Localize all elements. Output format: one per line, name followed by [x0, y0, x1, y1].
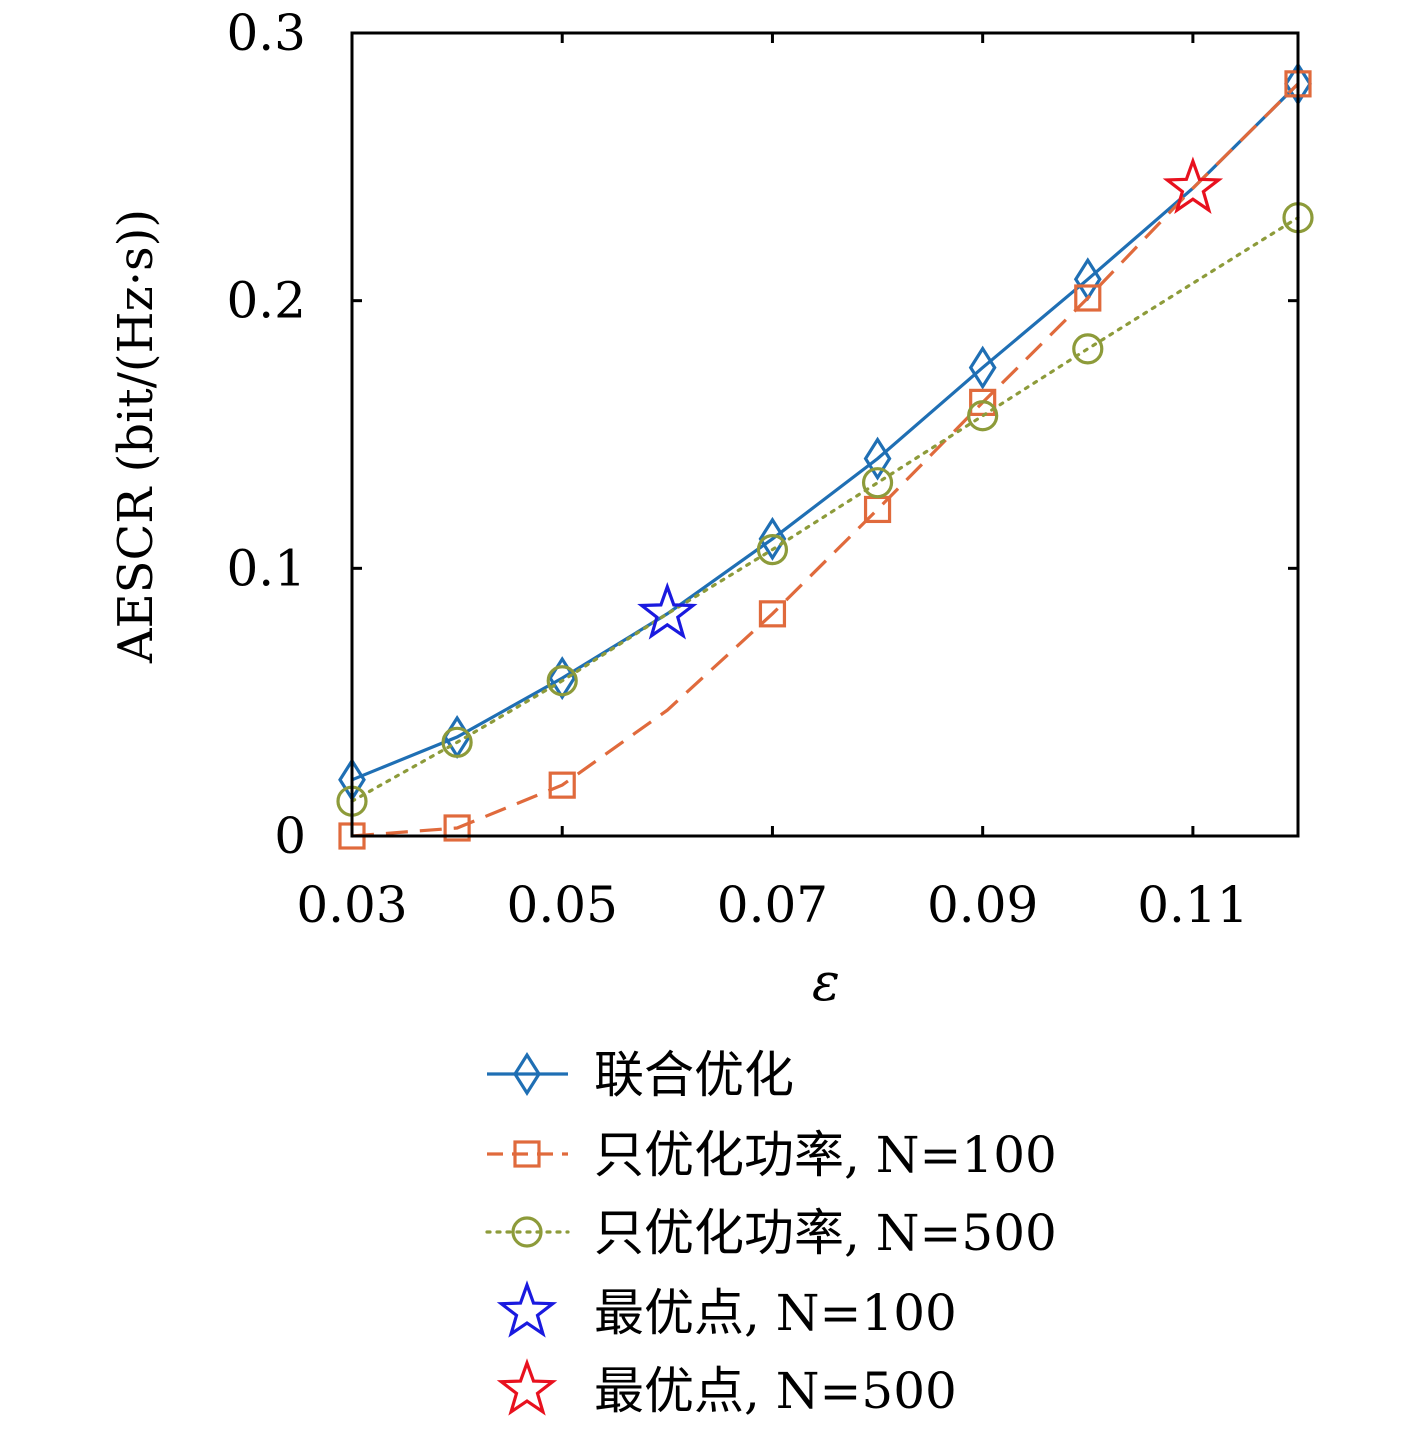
legend-item-1: 只优化功率, N=100 — [487, 1126, 1057, 1184]
series-2 — [336, 202, 1314, 817]
series-line — [351, 82, 1300, 838]
x-tick-label: 0.11 — [1137, 876, 1248, 934]
x-tick-label: 0.03 — [296, 876, 407, 934]
legend-item-0: 联合优化 — [487, 1046, 794, 1104]
legend-marker — [513, 1140, 541, 1168]
data-point — [863, 436, 892, 481]
plot-background — [352, 33, 1298, 836]
legend-label: 只优化功率, N=500 — [594, 1204, 1057, 1262]
x-tick-label: 0.07 — [717, 876, 828, 934]
axes: 0.03 0.05 0.07 0.09 0.11 0 0.1 0.2 0.3 — [226, 4, 1300, 934]
data-point — [758, 516, 787, 561]
legend-label: 最优点, N=100 — [594, 1284, 957, 1342]
data-point — [546, 665, 578, 697]
data-point — [861, 467, 894, 499]
x-tick-label: 0.05 — [507, 876, 618, 934]
legend-item-2: 只优化功率, N=500 — [485, 1204, 1057, 1262]
legend-marker — [496, 1358, 558, 1416]
legend-marker — [496, 1280, 558, 1338]
data-point — [1072, 333, 1104, 365]
plot-area — [352, 33, 1298, 836]
y-axis-label: AESCR (bit/(Hz·s)) — [108, 209, 164, 664]
series-line — [351, 82, 1300, 782]
legend-label: 联合优化 — [594, 1046, 794, 1104]
data-point — [441, 726, 473, 758]
data-point — [968, 345, 997, 390]
legend-label: 最优点, N=500 — [594, 1362, 957, 1420]
legend-item-3: 最优点, N=100 — [496, 1280, 957, 1342]
y-tick-label: 0.2 — [226, 272, 306, 330]
legend-item-4: 最优点, N=500 — [496, 1358, 957, 1420]
data-point — [756, 533, 789, 566]
optimal-point-0 — [637, 582, 698, 640]
data-point — [1074, 284, 1102, 312]
y-tick-label: 0.1 — [226, 539, 306, 597]
optimal-point-1 — [1162, 156, 1224, 214]
legend-label: 只优化功率, N=100 — [594, 1126, 1057, 1184]
data-point — [758, 600, 787, 628]
data-point — [967, 400, 999, 432]
data-point — [548, 656, 577, 701]
data-point — [548, 771, 576, 799]
axes-frame — [350, 31, 1300, 838]
y-tick-label: 0.3 — [226, 4, 306, 62]
legend-marker — [511, 1216, 543, 1248]
legend-marker — [513, 1052, 541, 1096]
x-axis-label: ε — [812, 953, 840, 1013]
data-point — [443, 814, 471, 842]
x-tick-label: 0.09 — [927, 876, 1038, 934]
y-tick-label: 0 — [274, 807, 306, 865]
series-line — [350, 216, 1300, 803]
